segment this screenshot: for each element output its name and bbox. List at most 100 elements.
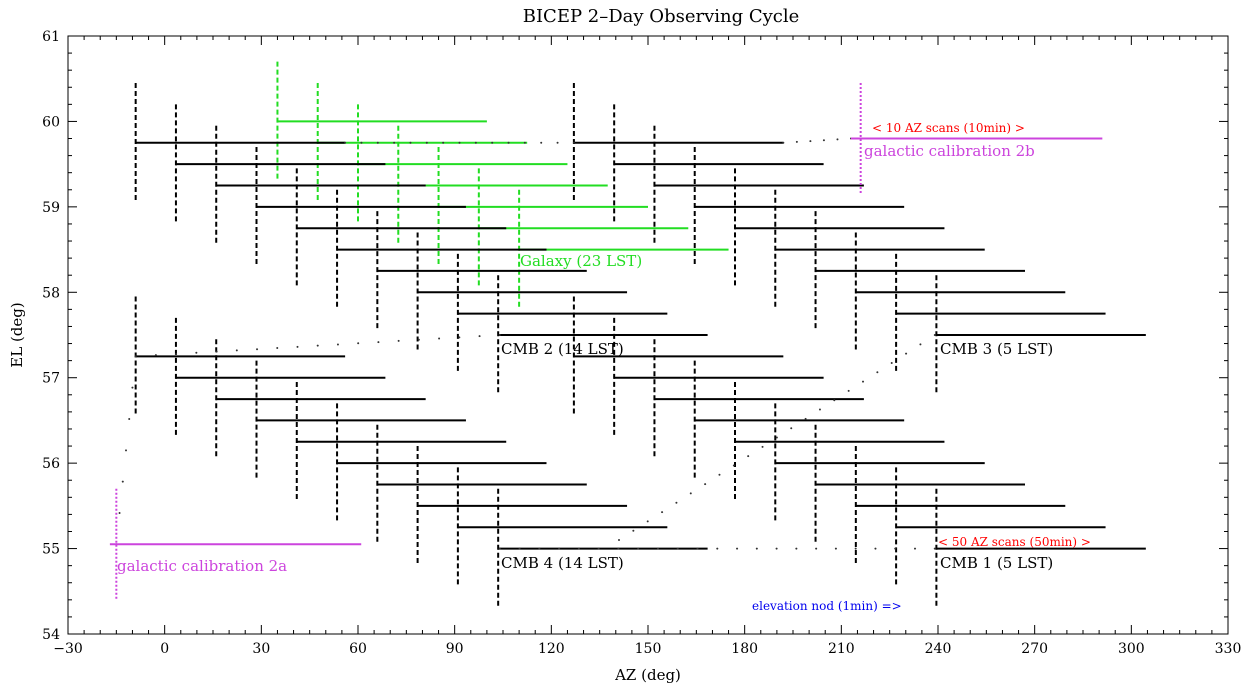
transit-dot bbox=[847, 389, 850, 392]
transit-dot bbox=[862, 380, 865, 383]
y-tick-label: 57 bbox=[42, 371, 60, 387]
transit-dot bbox=[675, 501, 678, 504]
transit-dot bbox=[276, 347, 279, 350]
transit-dot bbox=[637, 547, 640, 550]
transit-dot bbox=[523, 141, 526, 144]
label-cmb3: CMB 3 (5 LST) bbox=[940, 340, 1053, 358]
transit-dot bbox=[597, 547, 600, 550]
transit-dot bbox=[409, 141, 412, 144]
transit-dot bbox=[661, 511, 664, 514]
transit-dot bbox=[336, 343, 339, 346]
transit-dot bbox=[755, 547, 758, 550]
x-tick-label: 150 bbox=[635, 641, 662, 657]
x-tick-label: 240 bbox=[925, 641, 952, 657]
y-tick-label: 61 bbox=[42, 29, 60, 45]
transit-dot bbox=[507, 141, 510, 144]
transit-dot bbox=[131, 386, 134, 389]
transit-dot bbox=[442, 141, 445, 144]
y-tick-label: 58 bbox=[42, 285, 60, 301]
transit-dot bbox=[540, 141, 543, 144]
transit-dot bbox=[854, 547, 857, 550]
label-scans-50: < 50 AZ scans (50min) > bbox=[938, 535, 1091, 549]
annotations: Galaxy (23 LST) CMB 2 (14 LST) CMB 3 (5 … bbox=[117, 121, 1091, 613]
axis-ticks: −30 0 30 60 90 120 150 180 210 240 270 300 330 54 55 56… bbox=[42, 29, 1241, 657]
y-tick-label: 59 bbox=[42, 200, 60, 216]
transit-dot bbox=[696, 547, 699, 550]
transit-dot bbox=[357, 342, 360, 345]
transit-dots bbox=[115, 137, 936, 550]
transit-dot bbox=[538, 547, 541, 550]
transit-dot bbox=[558, 547, 561, 550]
transit-dot bbox=[782, 141, 785, 144]
x-tick-label: 120 bbox=[538, 641, 565, 657]
scan-set-4 bbox=[134, 296, 708, 609]
label-elevation-nod: elevation nod (1min) => bbox=[752, 599, 902, 613]
transit-dot bbox=[617, 547, 620, 550]
transit-dot bbox=[175, 352, 178, 355]
transit-dot bbox=[822, 139, 825, 142]
transit-dot bbox=[417, 338, 420, 341]
calibration-2 bbox=[851, 82, 1103, 195]
transit-dot bbox=[376, 141, 379, 144]
transit-dot bbox=[118, 511, 121, 514]
transit-dot bbox=[618, 539, 620, 542]
y-tick-label: 56 bbox=[42, 456, 60, 472]
x-tick-label: 210 bbox=[828, 641, 855, 657]
x-tick-label: 330 bbox=[1215, 641, 1242, 657]
scan-set-2 bbox=[134, 82, 708, 395]
transit-dot bbox=[646, 520, 649, 523]
transit-dot bbox=[736, 547, 739, 550]
transit-dot bbox=[256, 348, 259, 351]
transit-dot bbox=[425, 141, 428, 144]
transit-dot bbox=[894, 547, 897, 550]
transit-dot bbox=[125, 449, 127, 452]
scan-series bbox=[109, 61, 1146, 609]
y-tick-label: 55 bbox=[42, 542, 60, 558]
transit-dot bbox=[393, 141, 396, 144]
calibration-1 bbox=[109, 488, 362, 600]
scan-set-5 bbox=[572, 296, 1146, 609]
transit-dot bbox=[775, 547, 778, 550]
transit-dot bbox=[732, 464, 735, 467]
transit-dot bbox=[397, 339, 400, 342]
transit-dot bbox=[296, 345, 299, 348]
label-cal2b: galactic calibration 2b bbox=[864, 142, 1035, 160]
x-tick-label: 90 bbox=[446, 641, 464, 657]
transit-dot bbox=[316, 344, 319, 347]
label-cmb1: CMB 1 (5 LST) bbox=[940, 554, 1053, 572]
label-cmb4: CMB 4 (14 LST) bbox=[501, 554, 624, 572]
x-tick-label: 30 bbox=[252, 641, 270, 657]
transit-dot bbox=[121, 480, 124, 483]
transit-dot bbox=[795, 140, 798, 143]
transit-dot bbox=[834, 547, 837, 550]
label-cmb2: CMB 2 (14 LST) bbox=[501, 340, 624, 358]
y-tick-label: 60 bbox=[42, 114, 60, 130]
label-scans-10: < 10 AZ scans (10min) > bbox=[872, 121, 1025, 135]
scan-set-3 bbox=[572, 82, 1146, 395]
transit-dot bbox=[215, 350, 218, 353]
transit-dot bbox=[377, 341, 380, 344]
transit-dot bbox=[195, 351, 198, 354]
transit-dot bbox=[344, 141, 347, 144]
transit-dot bbox=[718, 473, 721, 476]
y-axis-label: EL (deg) bbox=[8, 302, 26, 367]
transit-dot bbox=[874, 547, 877, 550]
transit-dot bbox=[498, 547, 501, 550]
transit-dot bbox=[876, 371, 879, 374]
transit-dot bbox=[572, 141, 575, 144]
x-tick-label: 60 bbox=[349, 641, 367, 657]
transit-dot bbox=[836, 138, 839, 141]
transit-dot bbox=[761, 445, 764, 448]
transit-dot bbox=[474, 141, 477, 144]
x-tick-label: 0 bbox=[160, 641, 169, 657]
x-tick-label: −30 bbox=[53, 641, 83, 657]
transit-dot bbox=[833, 399, 836, 402]
label-cal2a: galactic calibration 2a bbox=[117, 557, 287, 575]
transit-dot bbox=[804, 417, 807, 420]
transit-dot bbox=[458, 141, 461, 144]
transit-dot bbox=[704, 483, 707, 486]
transit-dot bbox=[818, 408, 821, 411]
x-tick-label: 270 bbox=[1021, 641, 1048, 657]
